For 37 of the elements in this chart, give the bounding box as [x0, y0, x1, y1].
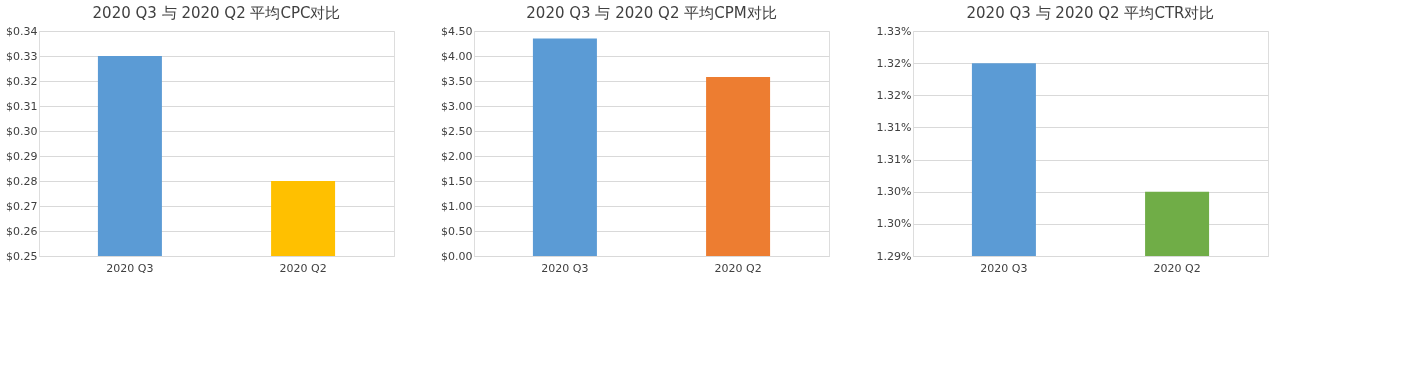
- y-tick-label: 1.32%: [876, 56, 912, 70]
- y-tick-label: 1.30%: [876, 217, 912, 231]
- y-tick-label: $2.50: [441, 124, 473, 138]
- y-tick-label: $0.25: [6, 249, 38, 263]
- x-tick-label: 2020 Q2: [714, 261, 762, 275]
- y-tick-label: $4.50: [441, 24, 473, 38]
- x-tick-label: 2020 Q3: [541, 261, 589, 275]
- y-tick-label: $0.29: [6, 149, 38, 163]
- y-tick-label: $4.00: [441, 49, 473, 63]
- x-tick-label: 2020 Q3: [106, 261, 154, 275]
- x-tick-label: 2020 Q3: [980, 261, 1028, 275]
- y-tick-label: $0.34: [6, 24, 38, 38]
- y-tick-label: $0.31: [6, 99, 38, 113]
- x-tick-label: 2020 Q2: [1153, 261, 1201, 275]
- y-tick-label: $0.50: [441, 224, 473, 238]
- y-tick-label: $0.26: [6, 224, 38, 238]
- chart-title: 2020 Q3 与 2020 Q2 平均CPC对比: [92, 4, 341, 22]
- y-tick-label: 1.30%: [876, 185, 912, 199]
- y-tick-label: $2.00: [441, 149, 473, 163]
- y-tick-label: 1.32%: [876, 88, 912, 102]
- y-tick-label: 1.33%: [876, 24, 912, 38]
- y-tick-label: $0.00: [441, 249, 473, 263]
- chart-title: 2020 Q3 与 2020 Q2 平均CTR对比: [966, 4, 1215, 22]
- y-tick-label: $0.32: [6, 74, 38, 88]
- y-tick-label: $1.50: [441, 174, 473, 188]
- y-tick-label: 1.29%: [876, 249, 912, 263]
- y-tick-label: $1.00: [441, 199, 473, 213]
- y-tick-label: $3.50: [441, 74, 473, 88]
- y-tick-label: $3.00: [441, 99, 473, 113]
- chart-title: 2020 Q3 与 2020 Q2 平均CPM对比: [526, 4, 777, 22]
- x-tick-label: 2020 Q2: [279, 261, 327, 275]
- y-tick-label: $0.27: [6, 199, 38, 213]
- y-tick-label: 1.31%: [876, 120, 912, 134]
- y-tick-label: $0.28: [6, 174, 38, 188]
- y-tick-label: 1.31%: [876, 153, 912, 167]
- y-tick-label: $0.30: [6, 124, 38, 138]
- y-tick-label: $0.33: [6, 49, 38, 63]
